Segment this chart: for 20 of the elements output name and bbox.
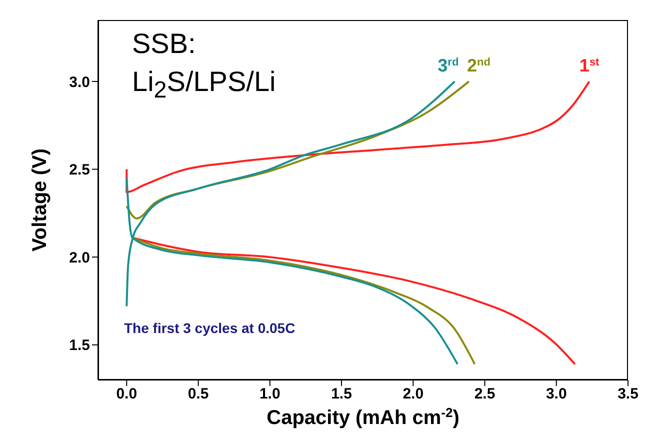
x-tick-label: 1.0: [259, 386, 280, 403]
annotation: The first 3 cycles at 0.05C: [124, 320, 296, 336]
series-label: 3$^{rd}$: [438, 55, 459, 76]
annotation: SSB:: [132, 28, 196, 60]
y-tick-label: 2.5: [69, 162, 90, 179]
series-label: 2$^{nd}$: [467, 55, 490, 76]
x-tick-label: 3.0: [546, 386, 567, 403]
y-axis-title: Voltage (V): [29, 148, 51, 252]
y-tick-label: 3.0: [69, 74, 90, 91]
y-tick-label: 1.5: [69, 337, 90, 354]
annotation: Li$_{2}$S/LPS/Li: [132, 66, 276, 104]
y-tick-label: 2.0: [69, 249, 90, 266]
x-tick-label: 2.5: [474, 386, 496, 403]
x-tick-label: 0.0: [116, 386, 138, 403]
x-tick-label: 0.5: [188, 386, 209, 403]
x-tick-label: 2.0: [402, 386, 424, 403]
x-tick-label: 1.5: [331, 386, 352, 403]
x-tick-label: 3.5: [618, 386, 638, 403]
x-axis-title: Capacity (mAh cm$^{-2}$): [266, 404, 460, 429]
series-label: 1$^{st}$: [579, 55, 600, 76]
